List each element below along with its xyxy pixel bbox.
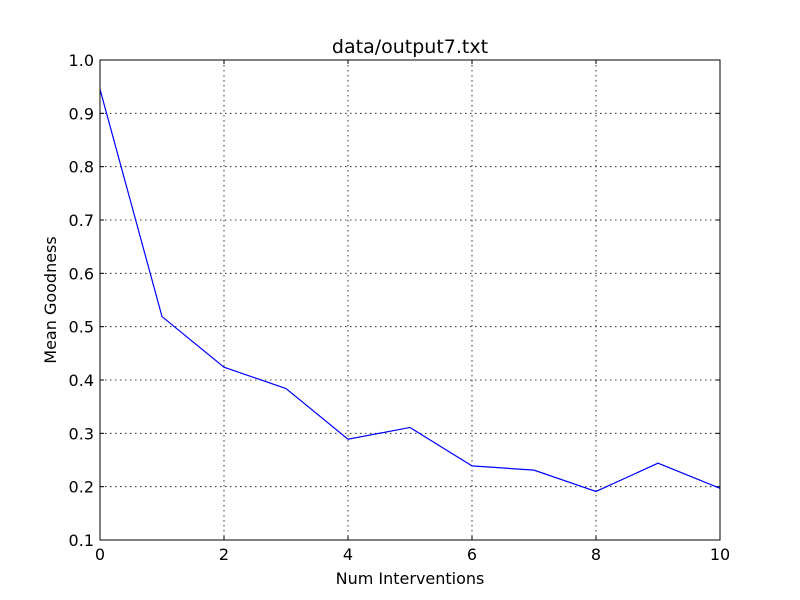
series-layer — [99, 89, 721, 493]
y-axis-label: Mean Goodness — [41, 236, 60, 363]
chart-title: data/output7.txt — [332, 36, 488, 58]
x-tick-label: 6 — [467, 545, 477, 564]
x-axis-label: Num Interventions — [336, 569, 485, 588]
y-tick-label: 0.5 — [69, 318, 94, 337]
x-tick-label: 0 — [95, 545, 105, 564]
grid-lines — [100, 60, 720, 540]
y-tick-label: 0.9 — [69, 104, 94, 123]
y-tick-label: 1.0 — [69, 51, 94, 70]
y-tick-label: 0.2 — [69, 478, 94, 497]
axis-ticks — [99, 59, 721, 541]
x-tick-label: 10 — [710, 545, 730, 564]
y-tick-label: 0.3 — [69, 424, 94, 443]
y-tick-label: 0.1 — [69, 531, 94, 550]
y-tick-label: 0.6 — [69, 264, 94, 283]
plot-frame — [99, 59, 721, 541]
series-line — [99, 89, 721, 493]
x-tick-label: 2 — [219, 545, 229, 564]
x-tick-label: 4 — [343, 545, 353, 564]
y-tick-label: 0.8 — [69, 158, 94, 177]
y-tick-label: 0.4 — [69, 371, 94, 390]
tick-labels: 0 2 4 6 8 10 0.1 0.2 0.3 0.4 0.5 0.6 0.7 0.8 0.9 1.0 — [69, 51, 731, 564]
x-tick-label: 8 — [591, 545, 601, 564]
y-tick-label: 0.7 — [69, 211, 94, 230]
